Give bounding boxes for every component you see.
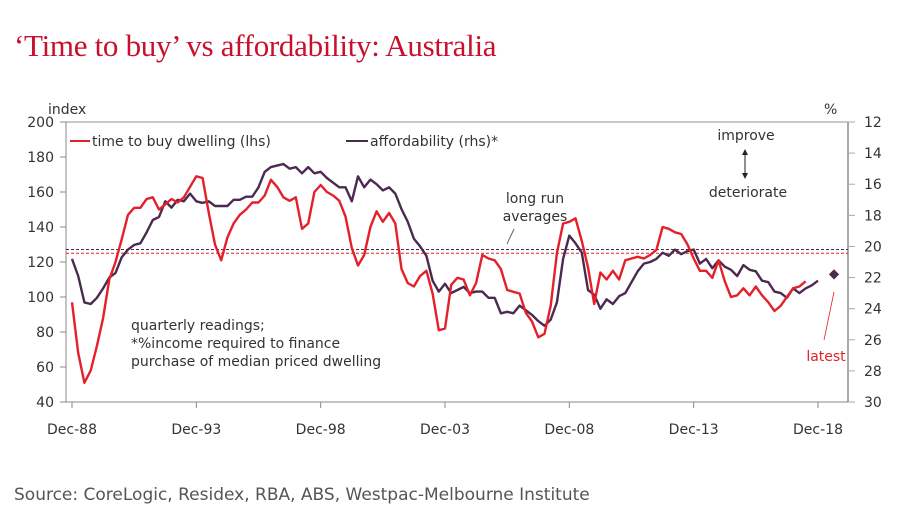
series-line-time-to-buy <box>70 175 807 384</box>
left-tick-label: 160 <box>27 185 54 201</box>
latest-markers <box>829 269 839 280</box>
right-tick-label: 16 <box>864 177 882 193</box>
long-run-average-lines <box>66 249 848 254</box>
left-tick-label: 120 <box>27 255 54 271</box>
right-axis-unit-label: % <box>824 102 837 118</box>
x-tick-label: Dec-03 <box>420 422 470 438</box>
long-run-averages-pointer <box>506 228 515 245</box>
note-line-1: quarterly readings; <box>131 318 265 334</box>
right-tick-label: 20 <box>864 239 882 255</box>
legend: time to buy dwelling (lhs) affordability… <box>70 134 498 150</box>
annotations: index % improve deteriorate long run ave… <box>48 102 846 370</box>
left-tick-label: 40 <box>36 395 54 411</box>
right-tick-label: 24 <box>864 302 882 318</box>
long-run-averages-line2: averages <box>503 209 568 225</box>
x-tick-label: Dec-93 <box>171 422 221 438</box>
right-tick-label: 18 <box>864 208 882 224</box>
left-tick-label: 80 <box>36 325 54 341</box>
legend-label-affordability: affordability (rhs)* <box>370 134 498 150</box>
left-tick-label: 60 <box>36 360 54 376</box>
right-tick-label: 30 <box>864 395 882 411</box>
note-line-3: purchase of median priced dwelling <box>131 354 381 370</box>
improve-label: improve <box>717 128 774 144</box>
x-tick-label: Dec-13 <box>669 422 719 438</box>
left-tick-label: 140 <box>27 220 54 236</box>
right-tick-label: 14 <box>864 146 882 162</box>
series-lines <box>70 162 819 384</box>
improve-deteriorate-arrow-icon <box>742 149 748 179</box>
right-tick-label: 28 <box>864 364 882 380</box>
x-tick-label: Dec-88 <box>47 422 97 438</box>
right-tick-label: 26 <box>864 333 882 349</box>
axes: 200 180 160 140 120 100 80 60 40 12 14 16 18 20 22 24 26… <box>27 115 882 438</box>
legend-label-time-to-buy: time to buy dwelling (lhs) <box>92 134 271 150</box>
long-run-averages-line1: long run <box>506 191 564 207</box>
series-line-affordability <box>70 162 819 327</box>
chart-title: ‘Time to buy’ vs affordability: Australi… <box>14 28 497 63</box>
left-tick-label: 180 <box>27 150 54 166</box>
note-line-2: *%income required to finance <box>131 336 340 352</box>
right-tick-label: 22 <box>864 271 882 287</box>
x-tick-label: Dec-98 <box>296 422 346 438</box>
left-tick-label: 100 <box>27 290 54 306</box>
left-axis-unit-label: index <box>48 102 86 118</box>
right-tick-label: 12 <box>864 115 882 131</box>
deteriorate-label: deteriorate <box>709 185 787 201</box>
latest-label: latest <box>806 349 846 365</box>
x-tick-label: Dec-18 <box>793 422 843 438</box>
x-tick-label: Dec-08 <box>544 422 594 438</box>
source-note: Source: CoreLogic, Residex, RBA, ABS, We… <box>14 485 590 505</box>
latest-marker-affordability <box>829 269 839 280</box>
left-tick-label: 200 <box>27 115 54 131</box>
latest-pointer <box>823 291 835 341</box>
